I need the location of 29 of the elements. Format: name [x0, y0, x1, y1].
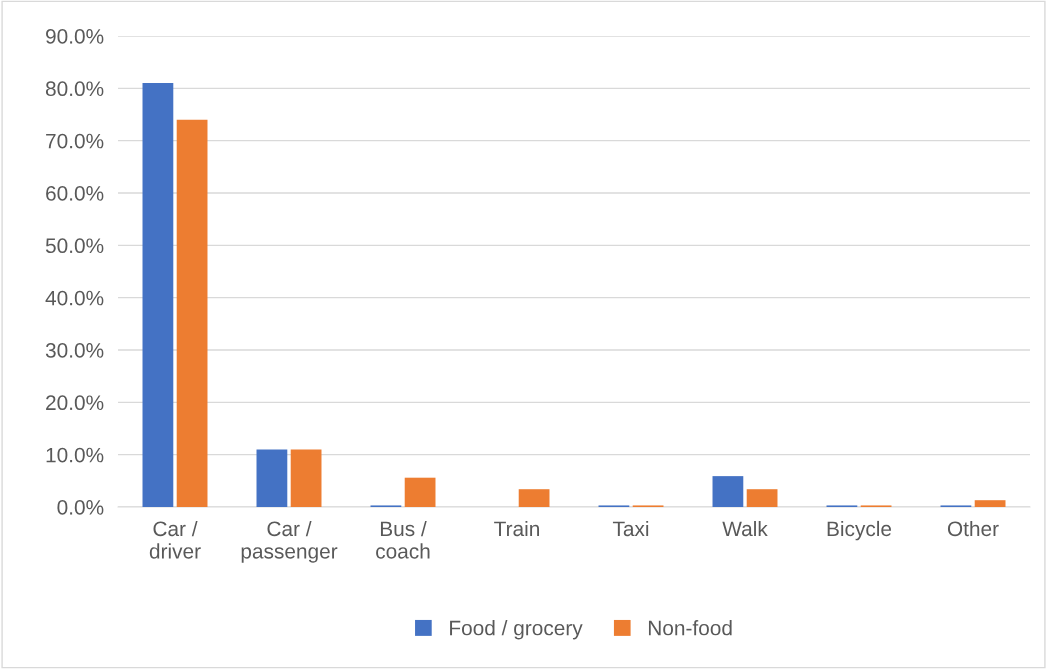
y-tick-label: 60.0% [46, 186, 104, 201]
y-tick-label: 50.0% [45, 238, 104, 254]
x-tick-label: Walk [722, 520, 768, 537]
bar [176, 119, 208, 507]
y-tick-label: 30.0% [45, 343, 104, 358]
y-tick-label: 40.0% [45, 290, 104, 306]
y-tick-label: 80.0% [45, 81, 104, 97]
y-tick-label: 90.0% [46, 29, 104, 44]
bar [142, 83, 174, 507]
legend-label: Non-food [648, 620, 732, 636]
bar [256, 449, 288, 507]
y-tick-label: 70.0% [46, 133, 104, 149]
x-tick-label: Other [947, 520, 999, 537]
x-tick-label: Bus / coach [376, 520, 430, 559]
x-tick-label: Car / passenger [241, 520, 338, 563]
bar [712, 476, 744, 507]
y-tick-label: 20.0% [46, 395, 104, 411]
x-tick-label: Taxi [612, 520, 649, 537]
bar [518, 489, 550, 507]
bar [746, 489, 778, 507]
bar [404, 477, 436, 507]
y-tick-label: 0.0% [57, 500, 104, 515]
legend-label: Food / grocery [450, 620, 583, 640]
y-tick-label: 10.0% [46, 447, 104, 463]
x-tick-label: Car / driver [149, 520, 201, 559]
x-tick-label: Train [494, 520, 539, 537]
bar [290, 449, 322, 507]
bar [974, 500, 1006, 507]
x-tick-label: Bicycle [827, 520, 892, 541]
